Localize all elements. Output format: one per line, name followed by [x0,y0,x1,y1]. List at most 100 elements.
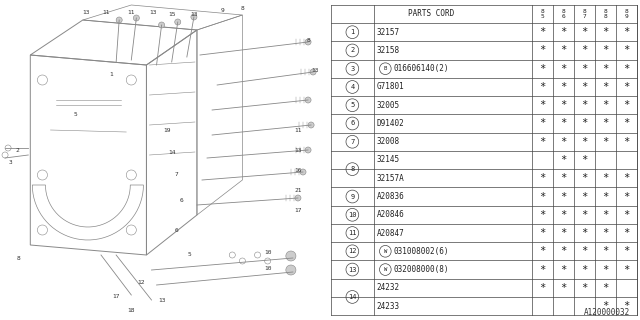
Text: *: * [602,191,609,202]
Text: *: * [581,283,588,293]
Text: *: * [539,82,545,92]
Text: 21: 21 [294,188,301,193]
Text: 8: 8 [582,9,586,14]
Circle shape [286,251,296,261]
Text: *: * [602,27,609,37]
Text: *: * [581,45,588,55]
Text: 8: 8 [604,14,607,19]
Text: *: * [560,100,566,110]
Text: *: * [602,64,609,74]
Text: 11: 11 [294,127,301,132]
Text: 3: 3 [8,159,12,164]
Text: G71801: G71801 [376,83,404,92]
Text: *: * [623,82,629,92]
Text: 5: 5 [540,14,544,19]
Text: 1: 1 [109,73,113,77]
Text: *: * [581,64,588,74]
Text: 15: 15 [168,12,175,17]
Text: 32158: 32158 [376,46,399,55]
Text: *: * [560,64,566,74]
Text: *: * [539,100,545,110]
Text: 5: 5 [188,252,192,258]
Text: *: * [581,118,588,129]
Text: *: * [539,118,545,129]
Text: 031008002(6): 031008002(6) [394,247,449,256]
Text: *: * [602,173,609,183]
Text: 13: 13 [294,148,301,153]
Text: *: * [560,246,566,256]
Circle shape [305,39,311,45]
Text: 8: 8 [16,255,20,260]
Text: 24233: 24233 [376,301,399,311]
Circle shape [305,97,311,103]
Text: 8: 8 [540,9,544,14]
Text: 11: 11 [348,230,356,236]
Circle shape [305,147,311,153]
Text: 8: 8 [350,166,355,172]
Text: 16: 16 [294,167,301,172]
Text: W: W [384,249,387,254]
Text: *: * [581,155,588,165]
Text: *: * [581,246,588,256]
Text: *: * [560,191,566,202]
Text: *: * [623,228,629,238]
Text: *: * [539,228,545,238]
Text: A20846: A20846 [376,210,404,219]
Text: 19: 19 [163,127,170,132]
Text: W: W [384,267,387,272]
Text: 8: 8 [241,5,244,11]
Text: *: * [539,137,545,147]
Text: 5: 5 [350,102,355,108]
Text: 13: 13 [190,12,198,18]
Text: 8: 8 [306,37,310,43]
Text: *: * [602,210,609,220]
Text: 6: 6 [180,197,184,203]
Text: *: * [623,100,629,110]
Text: *: * [581,27,588,37]
Text: *: * [602,228,609,238]
Text: *: * [623,301,629,311]
Text: *: * [602,118,609,129]
Text: 016606140(2): 016606140(2) [394,64,449,73]
Text: 24232: 24232 [376,283,399,292]
Text: 8: 8 [561,9,565,14]
Text: 10: 10 [264,266,271,270]
Text: 9: 9 [625,14,628,19]
Text: 10: 10 [348,212,356,218]
Circle shape [300,169,306,175]
Text: 13: 13 [150,10,157,14]
Text: *: * [602,246,609,256]
Text: A20836: A20836 [376,192,404,201]
Text: *: * [581,191,588,202]
Text: *: * [560,283,566,293]
Circle shape [310,69,316,75]
Circle shape [133,15,140,21]
Text: *: * [623,246,629,256]
Text: *: * [581,173,588,183]
Text: *: * [602,82,609,92]
Text: 7: 7 [175,172,179,178]
Text: *: * [581,265,588,275]
Circle shape [191,14,197,20]
Circle shape [159,22,164,28]
Text: 10: 10 [264,250,271,254]
Text: 13: 13 [158,298,165,302]
Text: *: * [581,82,588,92]
Text: *: * [602,45,609,55]
Text: 032008000(8): 032008000(8) [394,265,449,274]
Text: 13: 13 [312,68,319,73]
Text: *: * [602,283,609,293]
Text: 7: 7 [350,139,355,145]
Text: *: * [560,210,566,220]
Text: *: * [602,301,609,311]
Text: *: * [581,210,588,220]
Text: 32005: 32005 [376,101,399,110]
Text: *: * [539,27,545,37]
Text: *: * [623,210,629,220]
Text: *: * [539,45,545,55]
Text: *: * [539,64,545,74]
Text: *: * [560,155,566,165]
Text: 17: 17 [294,207,301,212]
Text: *: * [602,265,609,275]
Text: *: * [602,100,609,110]
